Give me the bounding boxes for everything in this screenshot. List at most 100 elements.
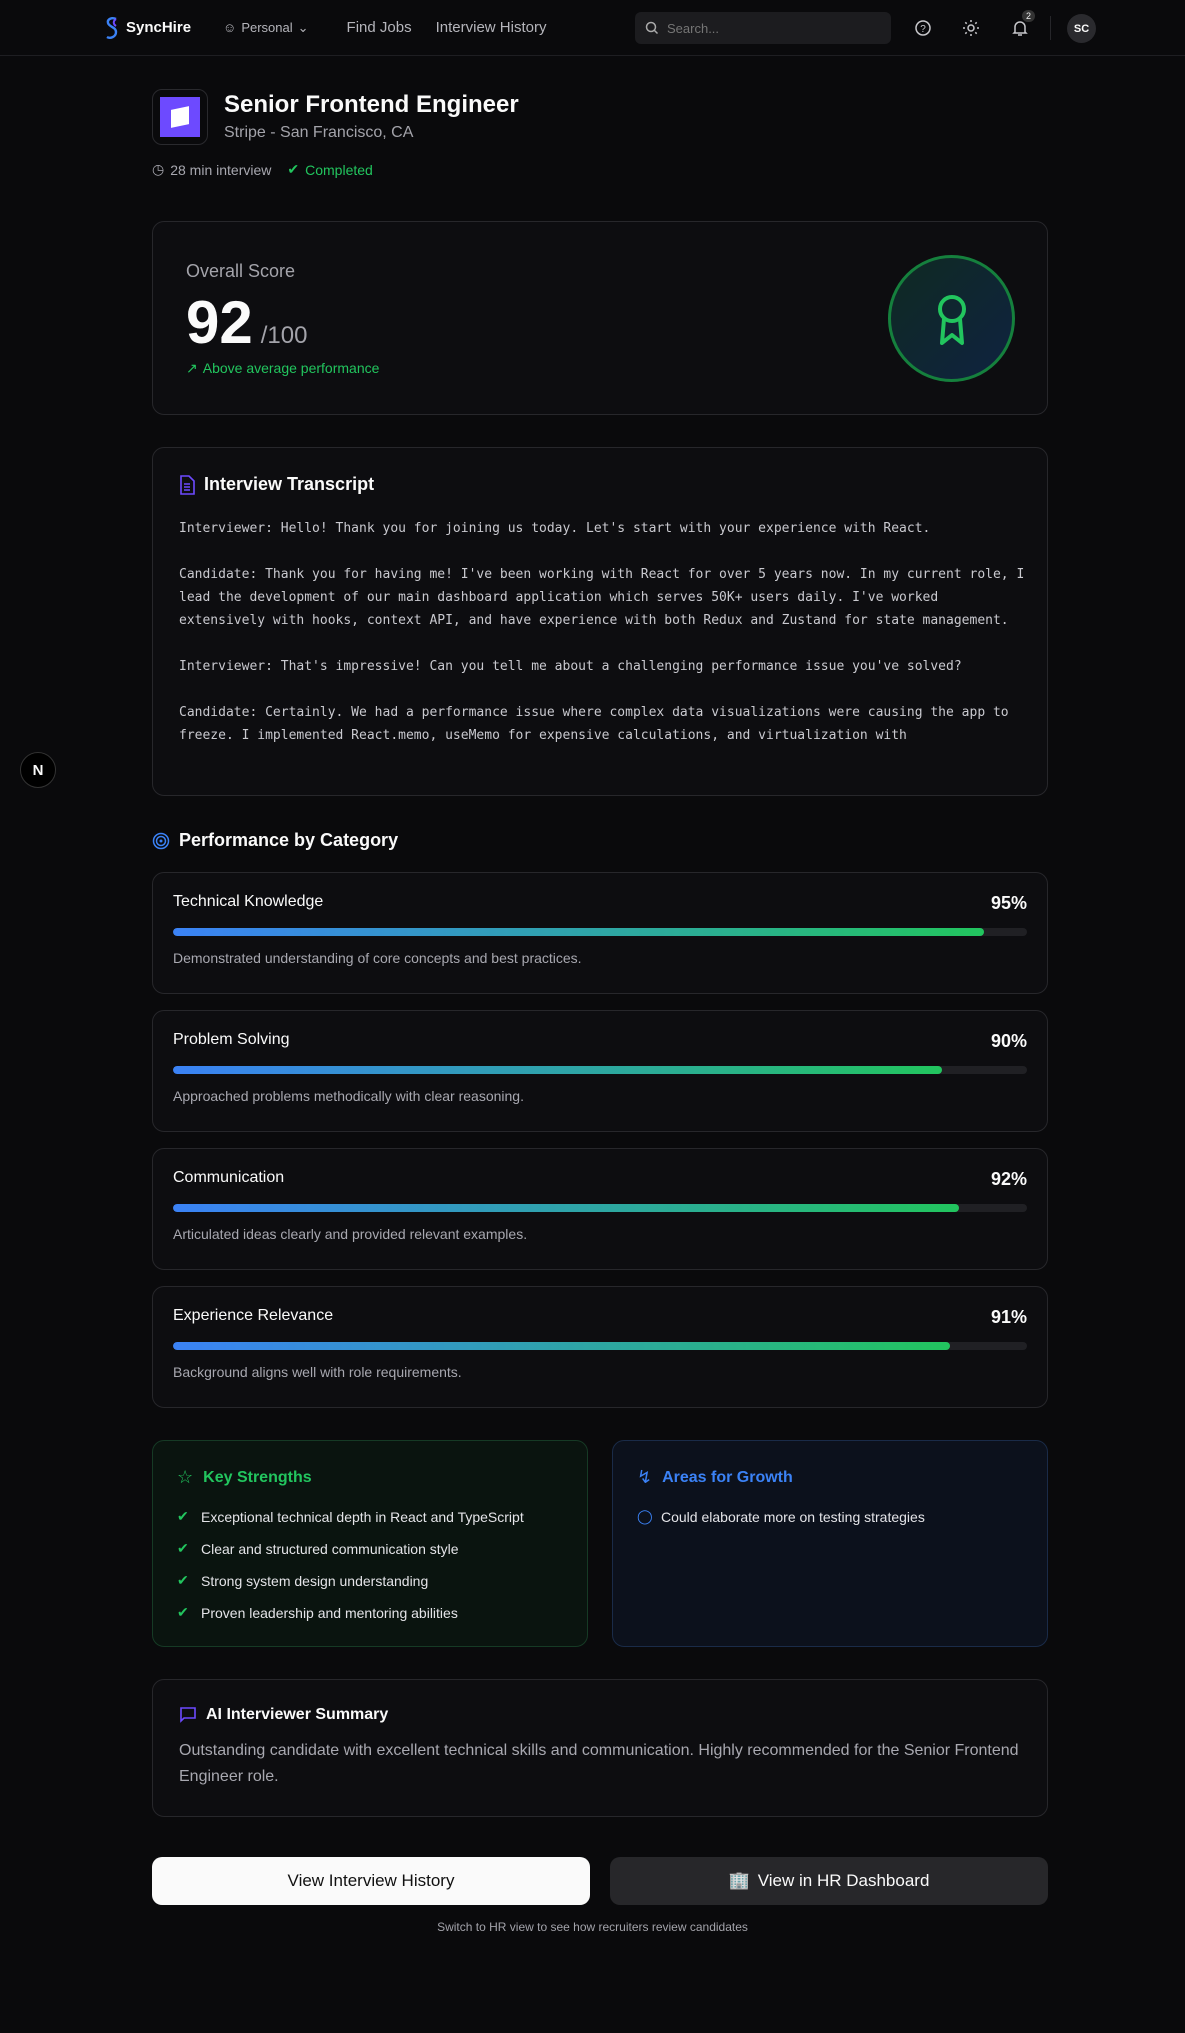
mode-switcher[interactable]: ☺ Personal ⌄ [223,20,309,36]
star-icon: ☆ [177,1467,194,1487]
strengths-card: ☆ Key Strengths ✔ Exceptional technical d… [152,1440,588,1647]
category-card: Technical Knowledge 95% Demonstrated unde… [152,872,1048,994]
list-item-text: Exceptional technical depth in React and… [201,1508,524,1525]
category-name: Problem Solving [173,1031,290,1048]
category-name: Communication [173,1169,285,1186]
search-box[interactable] [635,12,891,44]
list-item: ◯ Could elaborate more on testing strateg… [637,1508,1023,1525]
category-description: Demonstrated understanding of core conce… [173,950,582,966]
award-badge [888,255,1015,382]
category-name: Experience Relevance [173,1307,334,1324]
user-icon: ☺ [223,20,237,35]
summary-card: AI Interviewer Summary Outstanding candi… [152,1679,1048,1817]
brand-name: SyncHire [126,19,192,36]
interview-duration: 28 min interview [170,161,272,178]
building-icon: 🏢 [728,1871,750,1890]
category-percent: 90% [990,1031,1027,1051]
category-description: Approached problems methodically with cl… [173,1088,524,1104]
score-value: 92 [186,289,253,356]
job-title: Senior Frontend Engineer [224,91,519,118]
mode-label: Personal [241,20,293,35]
category-card: Experience Relevance 91% Background align… [152,1286,1048,1408]
actions: View Interview History 🏢 View in HR Dashb… [152,1857,1048,1905]
category-progress-bar [173,1342,1027,1350]
category-card: Communication 92% Articulated ideas clear… [152,1148,1048,1270]
theme-toggle-icon[interactable] [961,18,981,38]
growth-card: ↯ Areas for Growth ◯ Could elaborate more… [612,1440,1048,1647]
target-icon [152,832,170,849]
brand-logo[interactable]: SyncHire [104,16,191,40]
category-progress-fill [173,1342,951,1350]
score-trend: Above average performance [202,360,380,376]
stripe-logo-icon [160,97,200,137]
category-progress-bar [173,1204,1027,1212]
score-label: Overall Score [186,261,296,281]
hr-dashboard-label: View in HR Dashboard [757,1871,930,1890]
avatar[interactable]: SC [1067,14,1096,43]
list-item: ✔ Clear and structured communication styl… [177,1540,563,1557]
notification-badge: 2 [1022,10,1036,22]
category-description: Background aligns well with role require… [173,1364,462,1380]
bell-icon[interactable] [1010,18,1030,38]
top-nav: SyncHire ☺ Personal ⌄ Find Jobs Intervie… [0,0,1185,56]
search-input[interactable] [667,20,843,36]
check-circle-icon: ✔ [177,1540,189,1556]
divider [1050,16,1051,40]
nav-interview-history[interactable]: Interview History [435,19,547,36]
performance-section: Performance by Category Technical Knowle… [152,830,1048,1408]
check-circle-icon: ✔ [287,161,300,177]
category-percent: 92% [990,1169,1027,1189]
list-item: ✔ Strong system design understanding [177,1572,563,1589]
trending-up-icon: ↗ [186,360,198,376]
transcript-title: Interview Transcript [204,474,375,494]
file-text-icon [180,474,195,495]
summary-title: AI Interviewer Summary [206,1706,389,1723]
growth-title: Areas for Growth [662,1468,793,1486]
score-max: /100 [260,322,308,349]
check-circle-icon: ✔ [177,1572,189,1588]
category-progress-bar [173,1066,1027,1074]
company-logo [152,89,208,145]
category-progress-fill [173,1066,942,1074]
performance-title: Performance by Category [179,830,399,850]
view-history-button[interactable]: View Interview History [152,1857,590,1905]
transcript-text[interactable]: Interviewer: Hello! Thank you for joinin… [179,521,1025,743]
award-icon [937,294,966,345]
svg-text:?: ? [920,24,926,35]
category-progress-fill [173,1204,959,1212]
view-history-label: View Interview History [287,1871,455,1890]
list-item-text: Clear and structured communication style [201,1540,459,1557]
check-circle-icon: ✔ [177,1508,189,1524]
synchire-logo-icon [106,16,118,39]
circle-icon: ◯ [637,1508,653,1524]
help-icon[interactable]: ? [913,18,933,38]
category-name: Technical Knowledge [173,893,324,910]
strengths-title: Key Strengths [203,1468,312,1486]
list-item: ✔ Proven leadership and mentoring abiliti… [177,1604,563,1621]
clock-icon: ◷ [152,161,165,177]
company-location: Stripe - San Francisco, CA [224,124,414,141]
search-icon [645,21,659,35]
category-percent: 95% [990,893,1027,913]
list-item-text: Proven leadership and mentoring abilitie… [201,1604,458,1621]
category-progress-bar [173,928,1027,936]
status-badge: Completed [305,161,373,178]
message-square-icon [180,1707,196,1723]
list-item-text: Strong system design understanding [201,1572,429,1589]
category-description: Articulated ideas clearly and provided r… [173,1226,528,1242]
nextjs-badge[interactable]: N [20,752,56,788]
transcript-card: Interview Transcript Interviewer: Hello!… [152,447,1048,796]
list-item: ✔ Exceptional technical depth in React an… [177,1508,563,1525]
chevron-down-icon: ⌄ [297,19,309,35]
zap-icon: ↯ [637,1467,653,1487]
hr-note: Switch to HR view to see how recruiters … [437,1920,748,1934]
summary-text: Outstanding candidate with excellent tec… [179,1742,1019,1785]
feedback-section: ☆ Key Strengths ✔ Exceptional technical d… [152,1440,1048,1647]
category-card: Problem Solving 90% Approached problems m… [152,1010,1048,1132]
check-circle-icon: ✔ [177,1604,189,1620]
category-progress-fill [173,928,985,936]
nav-find-jobs[interactable]: Find Jobs [346,19,412,36]
category-percent: 91% [990,1307,1027,1327]
overall-score-card: Overall Score 92 /100 ↗ Above average per… [152,221,1048,415]
hr-dashboard-button[interactable]: 🏢 View in HR Dashboard [610,1857,1048,1905]
